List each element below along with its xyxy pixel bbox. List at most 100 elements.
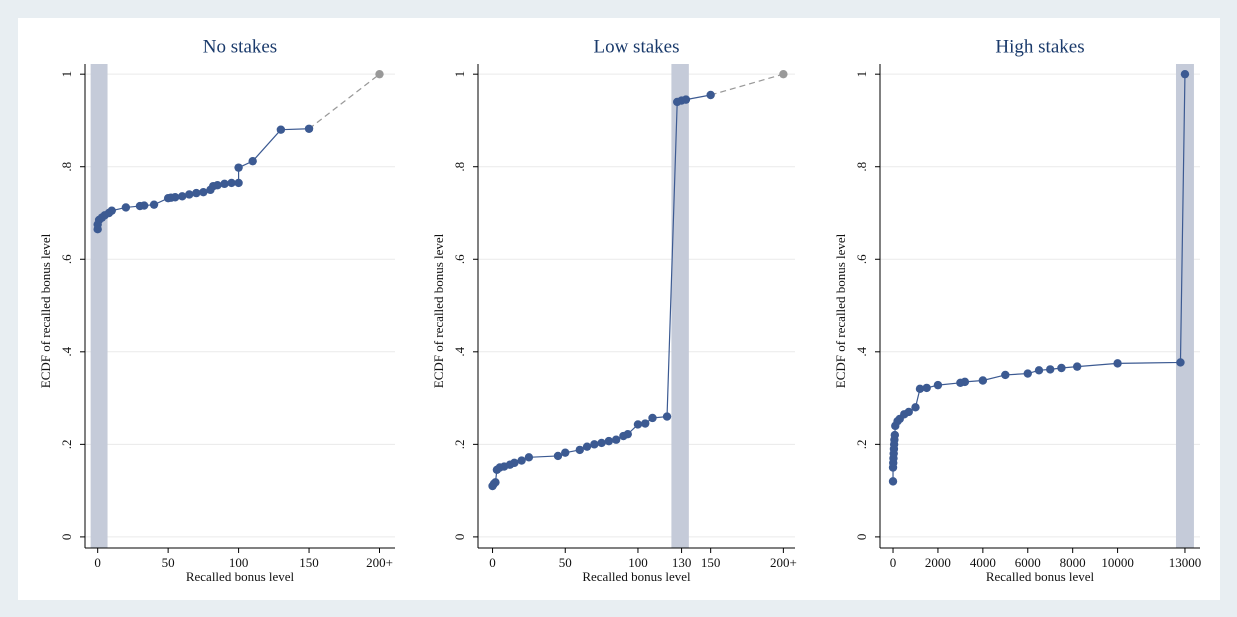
data-point <box>978 376 988 385</box>
data-point <box>890 430 900 440</box>
data-point <box>491 478 500 487</box>
data-point <box>561 448 570 457</box>
data-point <box>662 412 672 421</box>
data-point <box>199 187 208 197</box>
data-point <box>888 477 898 486</box>
y-axis-label: ECDF of recalled bonus level <box>833 233 848 388</box>
data-point <box>623 429 632 439</box>
data-point <box>611 435 621 444</box>
y-tick-label: .4 <box>854 346 869 356</box>
x-tick-label: 50 <box>559 555 572 570</box>
data-point <box>779 69 788 79</box>
data-point <box>1023 369 1032 378</box>
overflow-line <box>308 73 380 130</box>
y-tick-label: 0 <box>854 534 869 541</box>
data-point <box>1001 370 1010 380</box>
data-point <box>590 440 599 449</box>
x-tick-label: 0 <box>94 555 101 570</box>
data-point <box>234 163 243 172</box>
y-tick-label: .4 <box>452 346 467 356</box>
data-point <box>915 384 925 394</box>
x-axis-label: Recalled bonus level <box>186 569 295 584</box>
x-tick-label: 100 <box>229 555 249 570</box>
x-tick-label: 200+ <box>770 555 797 570</box>
x-tick-label: 4000 <box>970 555 996 570</box>
highlight-band <box>1175 64 1194 548</box>
y-tick-label: 0 <box>452 534 467 541</box>
data-point <box>375 69 384 79</box>
data-point <box>178 192 187 201</box>
data-point <box>960 377 970 387</box>
y-tick-label: .4 <box>59 346 74 356</box>
data-point <box>553 451 563 461</box>
panel-title: Low stakes <box>593 36 679 57</box>
y-tick-label: .8 <box>59 162 74 172</box>
x-tick-label: 0 <box>489 555 496 570</box>
data-point <box>1046 365 1055 374</box>
x-axis-label: Recalled bonus level <box>986 569 1095 584</box>
highlight-band <box>671 64 689 548</box>
x-tick-label: 10000 <box>1101 555 1134 570</box>
y-axis-label: ECDF of recalled bonus level <box>431 233 446 388</box>
data-point <box>107 206 116 215</box>
plot-background <box>18 18 1220 600</box>
data-point <box>248 156 257 166</box>
data-point <box>524 453 534 462</box>
y-tick-label: .6 <box>59 254 74 264</box>
data-point <box>220 179 229 189</box>
data-point <box>1034 366 1044 375</box>
y-tick-label: .8 <box>854 162 869 172</box>
highlight-band <box>90 64 108 548</box>
data-point <box>234 178 243 188</box>
data-point <box>149 200 159 209</box>
x-tick-label: 200+ <box>366 555 393 570</box>
data-point <box>911 403 920 412</box>
panel-title: No stakes <box>203 36 277 57</box>
data-point <box>1072 362 1082 371</box>
data-point <box>922 383 931 393</box>
y-tick-label: 1 <box>59 71 74 78</box>
data-point <box>139 201 149 210</box>
x-tick-label: 13000 <box>1169 555 1202 570</box>
x-tick-label: 8000 <box>1060 555 1086 570</box>
data-point <box>604 436 614 446</box>
y-tick-label: .6 <box>452 254 467 264</box>
data-point <box>192 188 201 198</box>
data-point <box>170 193 180 202</box>
y-tick-label: .2 <box>59 439 74 449</box>
data-point <box>1176 358 1185 367</box>
data-point <box>1113 359 1122 368</box>
x-tick-label: 100 <box>628 555 648 570</box>
data-point <box>185 190 194 199</box>
y-tick-label: .6 <box>854 254 869 264</box>
data-point <box>276 125 286 134</box>
x-tick-label: 6000 <box>1015 555 1041 570</box>
panel-title: High stakes <box>995 36 1084 57</box>
data-point <box>121 203 131 212</box>
x-tick-label: 150 <box>701 555 721 570</box>
y-tick-label: 0 <box>59 534 74 541</box>
y-tick-label: .2 <box>452 439 467 449</box>
x-axis-label: Recalled bonus level <box>582 569 691 584</box>
data-point <box>933 380 943 390</box>
data-point <box>1180 69 1190 79</box>
data-point <box>227 178 236 188</box>
x-tick-label: 150 <box>299 555 319 570</box>
x-tick-label: 130 <box>672 555 692 570</box>
data-point <box>633 420 643 429</box>
data-point <box>510 458 519 468</box>
y-tick-label: 1 <box>452 71 467 78</box>
data-point <box>304 124 314 133</box>
data-point <box>641 419 650 428</box>
data-point <box>575 445 584 455</box>
overflow-line <box>710 73 784 96</box>
data-point <box>681 95 691 104</box>
data-point <box>706 90 715 100</box>
x-tick-label: 0 <box>890 555 897 570</box>
data-point <box>1057 363 1066 373</box>
data-point <box>517 456 526 465</box>
y-tick-label: .8 <box>452 162 467 172</box>
y-axis-label: ECDF of recalled bonus level <box>38 233 53 388</box>
data-point <box>597 438 606 448</box>
